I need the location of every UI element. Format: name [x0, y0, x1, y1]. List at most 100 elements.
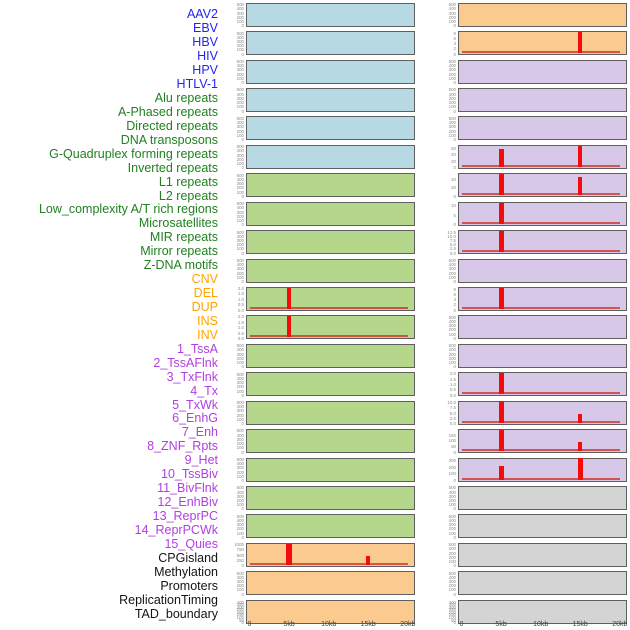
- y-axis-tick: 500: [448, 2, 456, 8]
- y-axis-tick: 400: [236, 6, 244, 12]
- y-axis-tick: 200: [236, 609, 244, 615]
- track-panel: [246, 59, 415, 84]
- y-axis-tick: 400: [236, 347, 244, 353]
- y-axis-tick: 400: [448, 347, 456, 353]
- y-axis-tick: 500: [448, 87, 456, 93]
- y-axis-tick: 300: [448, 95, 456, 101]
- track-panel: [246, 372, 415, 397]
- y-axis-tick: 500: [236, 144, 244, 150]
- y-axis-tick: 20: [451, 158, 456, 164]
- y-axis-tick: 300: [448, 550, 456, 556]
- y-axis-tick: 0.0: [449, 392, 456, 398]
- track-label: DEL: [193, 286, 218, 301]
- y-axis-tick: 250: [236, 607, 244, 613]
- y-axis-tick: 100: [448, 274, 456, 280]
- track-panel: [458, 201, 627, 226]
- y-axis-tick: 500: [236, 456, 244, 462]
- y-axis-tick: 100: [236, 75, 244, 81]
- y-axis-tick: 0: [453, 23, 456, 29]
- y-axis-tick: 200: [448, 609, 456, 615]
- y-axis-tick: 400: [236, 375, 244, 381]
- signal-peak: [498, 465, 504, 480]
- y-axis-tick: 300: [236, 522, 244, 528]
- y-axis-tick: 0.0: [237, 335, 244, 341]
- y-axis-tick: 200: [448, 327, 456, 333]
- y-axis-tick: 300: [448, 493, 456, 499]
- y-axis-tick: 500: [448, 485, 456, 491]
- y-axis-tick: 400: [236, 489, 244, 495]
- track-label: Directed repeats: [126, 118, 218, 133]
- x-axis-tick: 5kb: [495, 621, 507, 629]
- y-axis-tick: 2.5: [449, 415, 456, 421]
- signal-peak: [498, 429, 504, 452]
- signal-peak: [578, 176, 583, 196]
- track-panel: [246, 31, 415, 56]
- y-axis-tick: 400: [448, 262, 456, 268]
- y-axis-tick: 100: [448, 19, 456, 25]
- y-axis-tick: 8: [453, 287, 456, 293]
- track-panel: [458, 429, 627, 454]
- track-panel: [458, 258, 627, 283]
- y-axis-tick: 100: [448, 438, 456, 444]
- y-axis-tick: 300: [448, 458, 456, 463]
- y-axis-tick: 200: [236, 43, 244, 49]
- y-axis-tick: 10: [451, 203, 456, 209]
- track-panel: [246, 2, 415, 27]
- y-axis-tick: 0: [453, 563, 456, 569]
- y-axis-tick: 200: [236, 100, 244, 106]
- y-axis-tick: 100: [236, 473, 244, 479]
- signal-peak: [578, 413, 583, 423]
- y-axis-tick: 100: [448, 360, 456, 366]
- y-axis-tick: 0: [241, 534, 244, 540]
- y-axis-tick: 500: [236, 371, 244, 377]
- track-panel: [458, 485, 627, 510]
- y-axis-tick: 100: [236, 388, 244, 394]
- y-axis-tick: 500: [236, 570, 244, 576]
- y-axis-tick: 200: [448, 464, 456, 470]
- y-axis-tick: 2.5: [449, 246, 456, 252]
- y-axis-tick: 500: [448, 343, 456, 349]
- signal-baseline: [461, 51, 620, 54]
- y-axis-tick: 0: [453, 591, 456, 597]
- y-axis-tick: 400: [236, 233, 244, 239]
- y-axis-tick: 500: [236, 400, 244, 405]
- track-label: Mirror repeats: [140, 244, 218, 259]
- x-axis-tick: 20kb: [400, 621, 416, 629]
- track-label: 5_TxWk: [172, 397, 218, 412]
- y-axis-tick: 1.5: [237, 319, 244, 325]
- track-label: DNA transposons: [120, 132, 218, 147]
- y-axis-tick: 2: [453, 46, 456, 52]
- y-axis-tick: 100: [236, 132, 244, 138]
- signal-baseline: [249, 562, 408, 565]
- y-axis-tick: 100: [236, 161, 244, 167]
- y-axis-tick: 300: [236, 95, 244, 101]
- y-axis-tick: 0: [241, 392, 244, 398]
- track-label: Promoters: [160, 578, 218, 593]
- y-axis-tick: 200: [236, 270, 244, 276]
- y-axis-tick: 0: [453, 80, 456, 86]
- y-axis-tick: 40: [451, 152, 456, 158]
- track-panel: [246, 457, 415, 482]
- y-axis-tick: 400: [236, 432, 244, 438]
- signal-peak: [498, 230, 504, 253]
- y-axis-tick: 100: [448, 331, 456, 337]
- signal-peak: [498, 401, 504, 423]
- y-axis-tick: 400: [448, 574, 456, 580]
- track-panel: [246, 287, 415, 311]
- y-axis-tick: 0: [241, 364, 244, 370]
- track-panel: [458, 31, 627, 56]
- y-axis-tick: 500: [448, 542, 456, 548]
- track-panel: [458, 400, 627, 425]
- track-panel: [246, 485, 415, 510]
- track-panel: [246, 542, 415, 567]
- track-label: CPGisland: [158, 550, 218, 565]
- y-axis-tick: 250: [236, 558, 244, 563]
- y-axis-tick: 0: [241, 591, 244, 597]
- y-axis-tick: 500: [236, 229, 244, 235]
- y-axis-tick: 400: [236, 205, 244, 211]
- y-axis-tick: 100: [236, 19, 244, 25]
- y-axis-tick: 0: [241, 506, 244, 512]
- y-axis-tick: 12.5: [447, 229, 456, 235]
- signal-peak: [287, 287, 292, 309]
- y-axis-tick: 0: [453, 478, 456, 483]
